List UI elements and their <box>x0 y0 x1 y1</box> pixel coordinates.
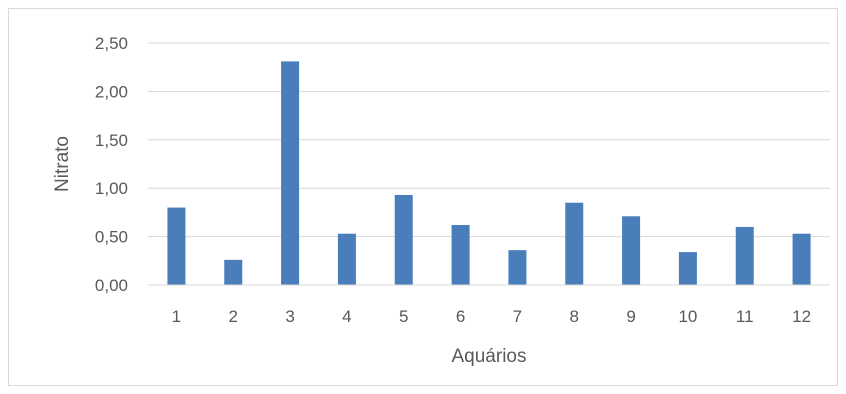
x-tick-label: 12 <box>792 307 811 326</box>
bar-7 <box>508 250 527 285</box>
bar-6 <box>451 224 470 285</box>
y-tick-label: 1,50 <box>95 131 128 150</box>
bar-3 <box>281 61 300 285</box>
x-tick-label: 9 <box>626 307 635 326</box>
x-tick-label: 2 <box>229 307 238 326</box>
bar-1 <box>167 207 186 285</box>
bar-12 <box>792 233 811 285</box>
y-axis-title: Nitrato <box>52 136 73 192</box>
x-tick-label: 6 <box>456 307 465 326</box>
gridlines <box>148 42 830 238</box>
x-tick-label: 1 <box>172 307 181 326</box>
y-tick-label: 0,00 <box>95 276 128 295</box>
x-tick-label: 5 <box>399 307 408 326</box>
bar-8 <box>565 202 584 285</box>
x-tick-label: 11 <box>736 307 754 326</box>
x-axis-ticks: 1 2 3 4 5 6 7 8 9 10 11 12 <box>172 307 811 326</box>
x-tick-label: 10 <box>678 307 697 326</box>
bar-10 <box>678 252 697 285</box>
x-axis-title: Aquários <box>452 346 527 367</box>
x-tick-label: 3 <box>285 307 294 326</box>
x-tick-label: 8 <box>570 307 579 326</box>
bar-4 <box>337 233 356 285</box>
bar-9 <box>622 216 641 285</box>
bar-5 <box>394 194 413 285</box>
bars <box>167 61 811 285</box>
bar-2 <box>224 259 243 285</box>
bar-11 <box>735 226 754 285</box>
y-axis-ticks: 0,00 0,50 1,00 1,50 2,00 2,50 <box>95 34 128 295</box>
chart-frame <box>8 8 838 386</box>
y-tick-label: 0,50 <box>95 228 128 247</box>
x-tick-label: 4 <box>342 307 351 326</box>
x-tick-label: 7 <box>513 307 522 326</box>
y-tick-label: 1,00 <box>95 179 128 198</box>
y-tick-label: 2,50 <box>95 34 128 53</box>
y-tick-label: 2,00 <box>95 82 128 101</box>
